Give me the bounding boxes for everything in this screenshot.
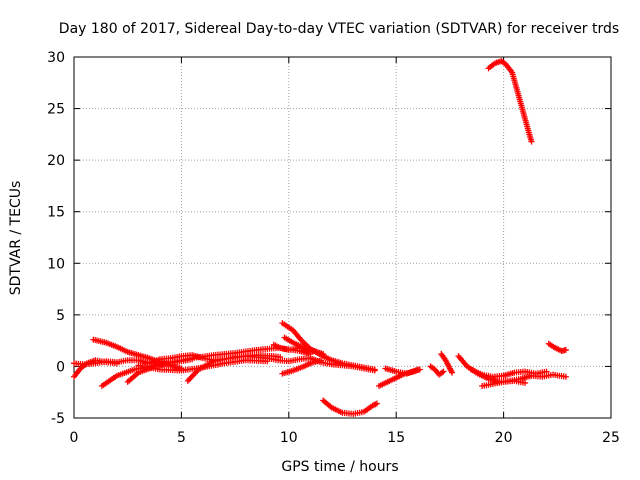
data-point [113,360,120,367]
series-arc-19 [479,377,529,390]
series-arc-10 [270,341,314,353]
data-point [414,366,421,373]
x-tick-label: 15 [387,430,405,446]
y-tick-label: 20 [47,153,65,169]
series-arc-2 [71,357,120,380]
series-arc-7 [135,357,271,374]
data-point [320,351,327,358]
data-points [71,58,569,417]
x-tick-label: 5 [177,430,186,446]
y-tick-label: 5 [56,308,65,324]
x-axis-label: GPS time / hours [281,459,398,475]
x-tick-label: 0 [70,430,79,446]
data-point [440,368,447,375]
plot-frame [73,56,612,419]
y-tick-label: -5 [51,411,65,427]
series-arc-12 [320,397,380,417]
data-point [373,400,380,407]
y-tick-label: 25 [47,102,65,118]
axis-ticks: 0 5 10 15 20 25 -5 0 5 10 15 20 25 30 [47,50,620,446]
x-tick-label: 20 [495,430,513,446]
data-point [371,366,378,373]
data-point [562,346,569,353]
data-point [522,379,529,386]
data-point [307,346,314,353]
series-arc-15 [427,363,447,378]
chart-title: Day 180 of 2017, Sidereal Day-to-day VTE… [59,21,619,37]
data-point [528,138,535,145]
series-arc-21 [485,58,535,145]
y-tick-label: 30 [47,50,65,66]
series-arc-11 [279,357,325,377]
data-point [264,358,271,365]
series-arc-8 [279,320,378,373]
data-point [277,354,284,361]
series-arc-14 [382,365,421,377]
y-tick-label: 0 [56,359,65,375]
x-tick-label: 25 [602,430,620,446]
x-tick-label: 10 [280,430,298,446]
y-tick-label: 10 [47,256,65,272]
data-point [318,357,325,364]
series-arc-18 [468,366,550,380]
data-point [449,369,456,376]
series-arc-16 [438,351,456,376]
data-point [543,368,550,375]
data-point [562,373,569,380]
series-arc-20 [545,340,569,354]
y-axis-label: SDTVAR / TECUs [8,181,24,296]
y-tick-label: 15 [47,205,65,221]
